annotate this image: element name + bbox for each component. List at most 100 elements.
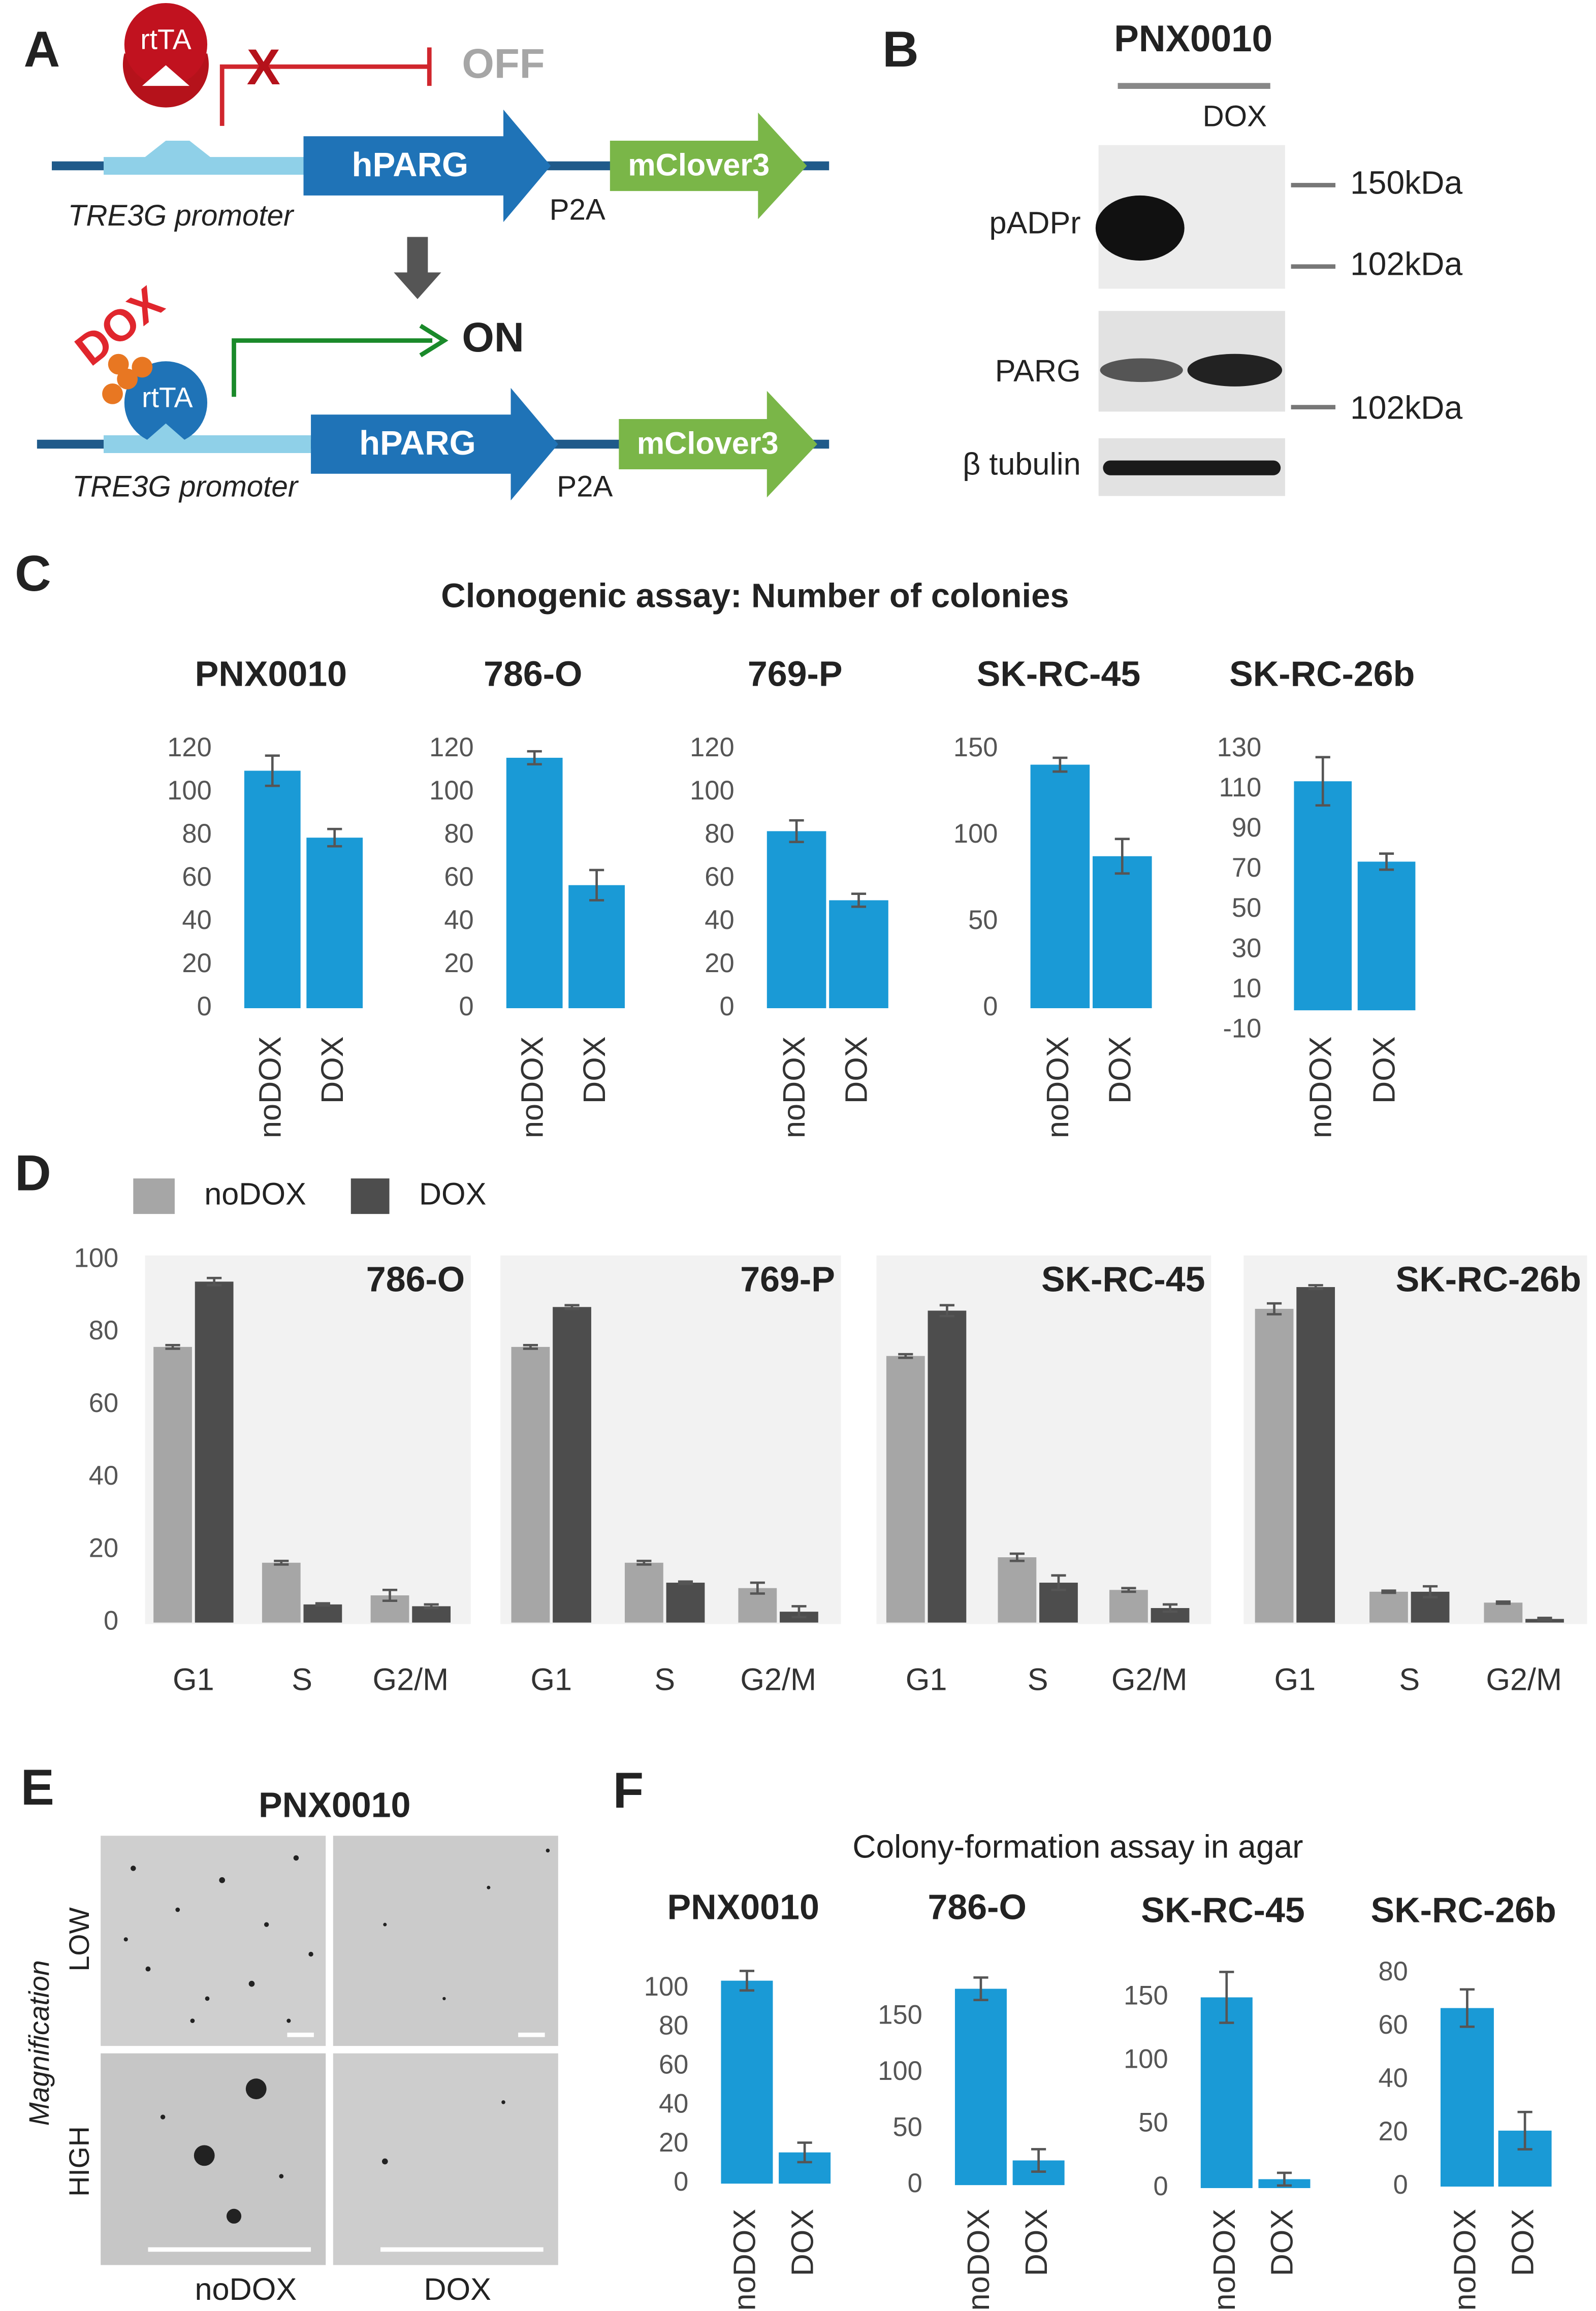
gene-arrow — [311, 388, 558, 501]
x-tick-label: noDOX — [1448, 2209, 1482, 2311]
bar — [262, 1562, 301, 1623]
x-tick-label: DOX — [785, 2209, 819, 2276]
construct-diagram: hPARG mClover3 P2A TRE3G promoter rtTA X… — [37, 3, 829, 503]
legend-swatch — [133, 1178, 175, 1214]
y-tick-label: 30 — [1232, 934, 1261, 963]
gene-label: hPARG — [352, 146, 469, 184]
x-tick-label: noDOX — [727, 2209, 762, 2311]
legend-label: DOX — [419, 1176, 487, 1211]
chart-title: SK-RC-45 — [1041, 1260, 1205, 1299]
x-tick-label: G2/M — [1111, 1662, 1188, 1696]
y-tick-label: 100 — [690, 776, 735, 806]
y-tick-label: 80 — [89, 1316, 118, 1345]
x-tick-label: noDOX — [777, 1036, 811, 1138]
bar — [1294, 781, 1352, 1011]
bar — [721, 1980, 773, 2184]
image — [333, 1836, 558, 2046]
x-tick-label: S — [292, 1662, 312, 1696]
y-tick-label: 40 — [182, 906, 211, 935]
x-tick-label: DOX — [1102, 1036, 1137, 1104]
on-label: ON — [462, 314, 524, 361]
y-tick-label: 100 — [953, 819, 998, 849]
x-tick-label: G1 — [530, 1662, 572, 1696]
band — [1187, 354, 1283, 387]
bar — [767, 831, 826, 1008]
promoter — [104, 141, 304, 175]
x-tick-label: DOX — [1505, 2209, 1540, 2276]
y-tick-label: -10 — [1223, 1014, 1261, 1044]
y-tick-label: 110 — [1219, 773, 1262, 803]
column-label: noDOX — [195, 2272, 297, 2306]
x-tick-label: G1 — [906, 1662, 947, 1696]
x-tick-label: noDOX — [961, 2209, 996, 2311]
bar — [1369, 1591, 1408, 1623]
y-tick-label: 20 — [659, 2128, 688, 2158]
chart-title: 769-P — [740, 1260, 835, 1299]
y-tick-label: 70 — [1232, 853, 1261, 883]
y-tick-label: 50 — [1138, 2108, 1168, 2138]
x-tick-label: noDOX — [1303, 1036, 1337, 1138]
y-tick-label: 20 — [444, 949, 473, 978]
bar — [998, 1557, 1037, 1623]
column-label: DOX — [424, 2272, 491, 2306]
bar — [666, 1583, 705, 1623]
row-label: pADPr — [989, 205, 1080, 240]
bar — [886, 1356, 925, 1623]
bar — [244, 771, 301, 1008]
bar — [928, 1310, 967, 1623]
row-label: PARG — [995, 354, 1081, 388]
scale-bar — [380, 2247, 544, 2252]
y-tick-label: 150 — [878, 2001, 922, 2030]
treatment-label: DOX — [1203, 100, 1267, 133]
chart-title: 769-P — [748, 654, 843, 694]
promoter-label: TRE3G promoter — [72, 470, 299, 503]
y-tick-label: 60 — [182, 862, 211, 892]
y-tick-label: 60 — [659, 2050, 688, 2080]
scale-bar — [287, 2032, 314, 2037]
bar — [1440, 2008, 1494, 2187]
bar — [153, 1346, 192, 1623]
y-tick-label: 80 — [705, 819, 734, 849]
y-tick-label: 20 — [89, 1534, 118, 1563]
plot-area — [145, 1255, 471, 1624]
x-tick-label: noDOX — [252, 1036, 287, 1138]
activator-notch — [142, 65, 190, 86]
row-label: HIGH — [63, 2126, 95, 2196]
bar — [553, 1307, 591, 1623]
linker-label: P2A — [550, 193, 605, 226]
western-blot: PNX0010 DOX pADPr PARG β tubulin 150kDa … — [963, 18, 1462, 496]
linker-label: P2A — [557, 470, 613, 503]
plot-area — [500, 1255, 841, 1624]
bar — [568, 885, 625, 1008]
row-label: LOW — [63, 1907, 95, 1972]
panel-label: B — [882, 21, 919, 77]
chart-title: SK-RC-26b — [1229, 654, 1415, 694]
blot-title: PNX0010 — [1114, 18, 1272, 59]
image — [101, 1836, 326, 2046]
panel-label: F — [613, 1762, 644, 1818]
x-tick-label: G2/M — [740, 1662, 816, 1696]
promoter — [104, 435, 311, 453]
chart-title: PNX0010 — [195, 654, 347, 694]
activator-label: rtTA — [140, 23, 191, 55]
y-tick-label: 40 — [89, 1461, 118, 1491]
x-tick-label: DOX — [315, 1036, 349, 1104]
x-tick-label: G1 — [173, 1662, 214, 1696]
y-tick-label: 150 — [953, 733, 998, 762]
x-tick-label: G2/M — [373, 1662, 449, 1696]
panel-label: C — [15, 545, 51, 601]
y-tick-label: 100 — [1124, 2045, 1168, 2074]
plot-area — [1243, 1255, 1587, 1624]
chart-title: 786-O — [484, 654, 582, 694]
y-tick-label: 60 — [1378, 2010, 1408, 2040]
y-tick-label: 0 — [1393, 2170, 1408, 2200]
plot-area — [876, 1255, 1211, 1624]
legend-label: noDOX — [204, 1176, 306, 1211]
y-tick-label: 90 — [1232, 813, 1261, 843]
bar — [511, 1346, 550, 1623]
bar — [1484, 1602, 1523, 1623]
y-tick-label: 120 — [429, 733, 474, 762]
x-tick-label: S — [1399, 1662, 1420, 1696]
y-tick-label: 20 — [705, 949, 734, 978]
y-tick-label: 60 — [705, 862, 734, 892]
